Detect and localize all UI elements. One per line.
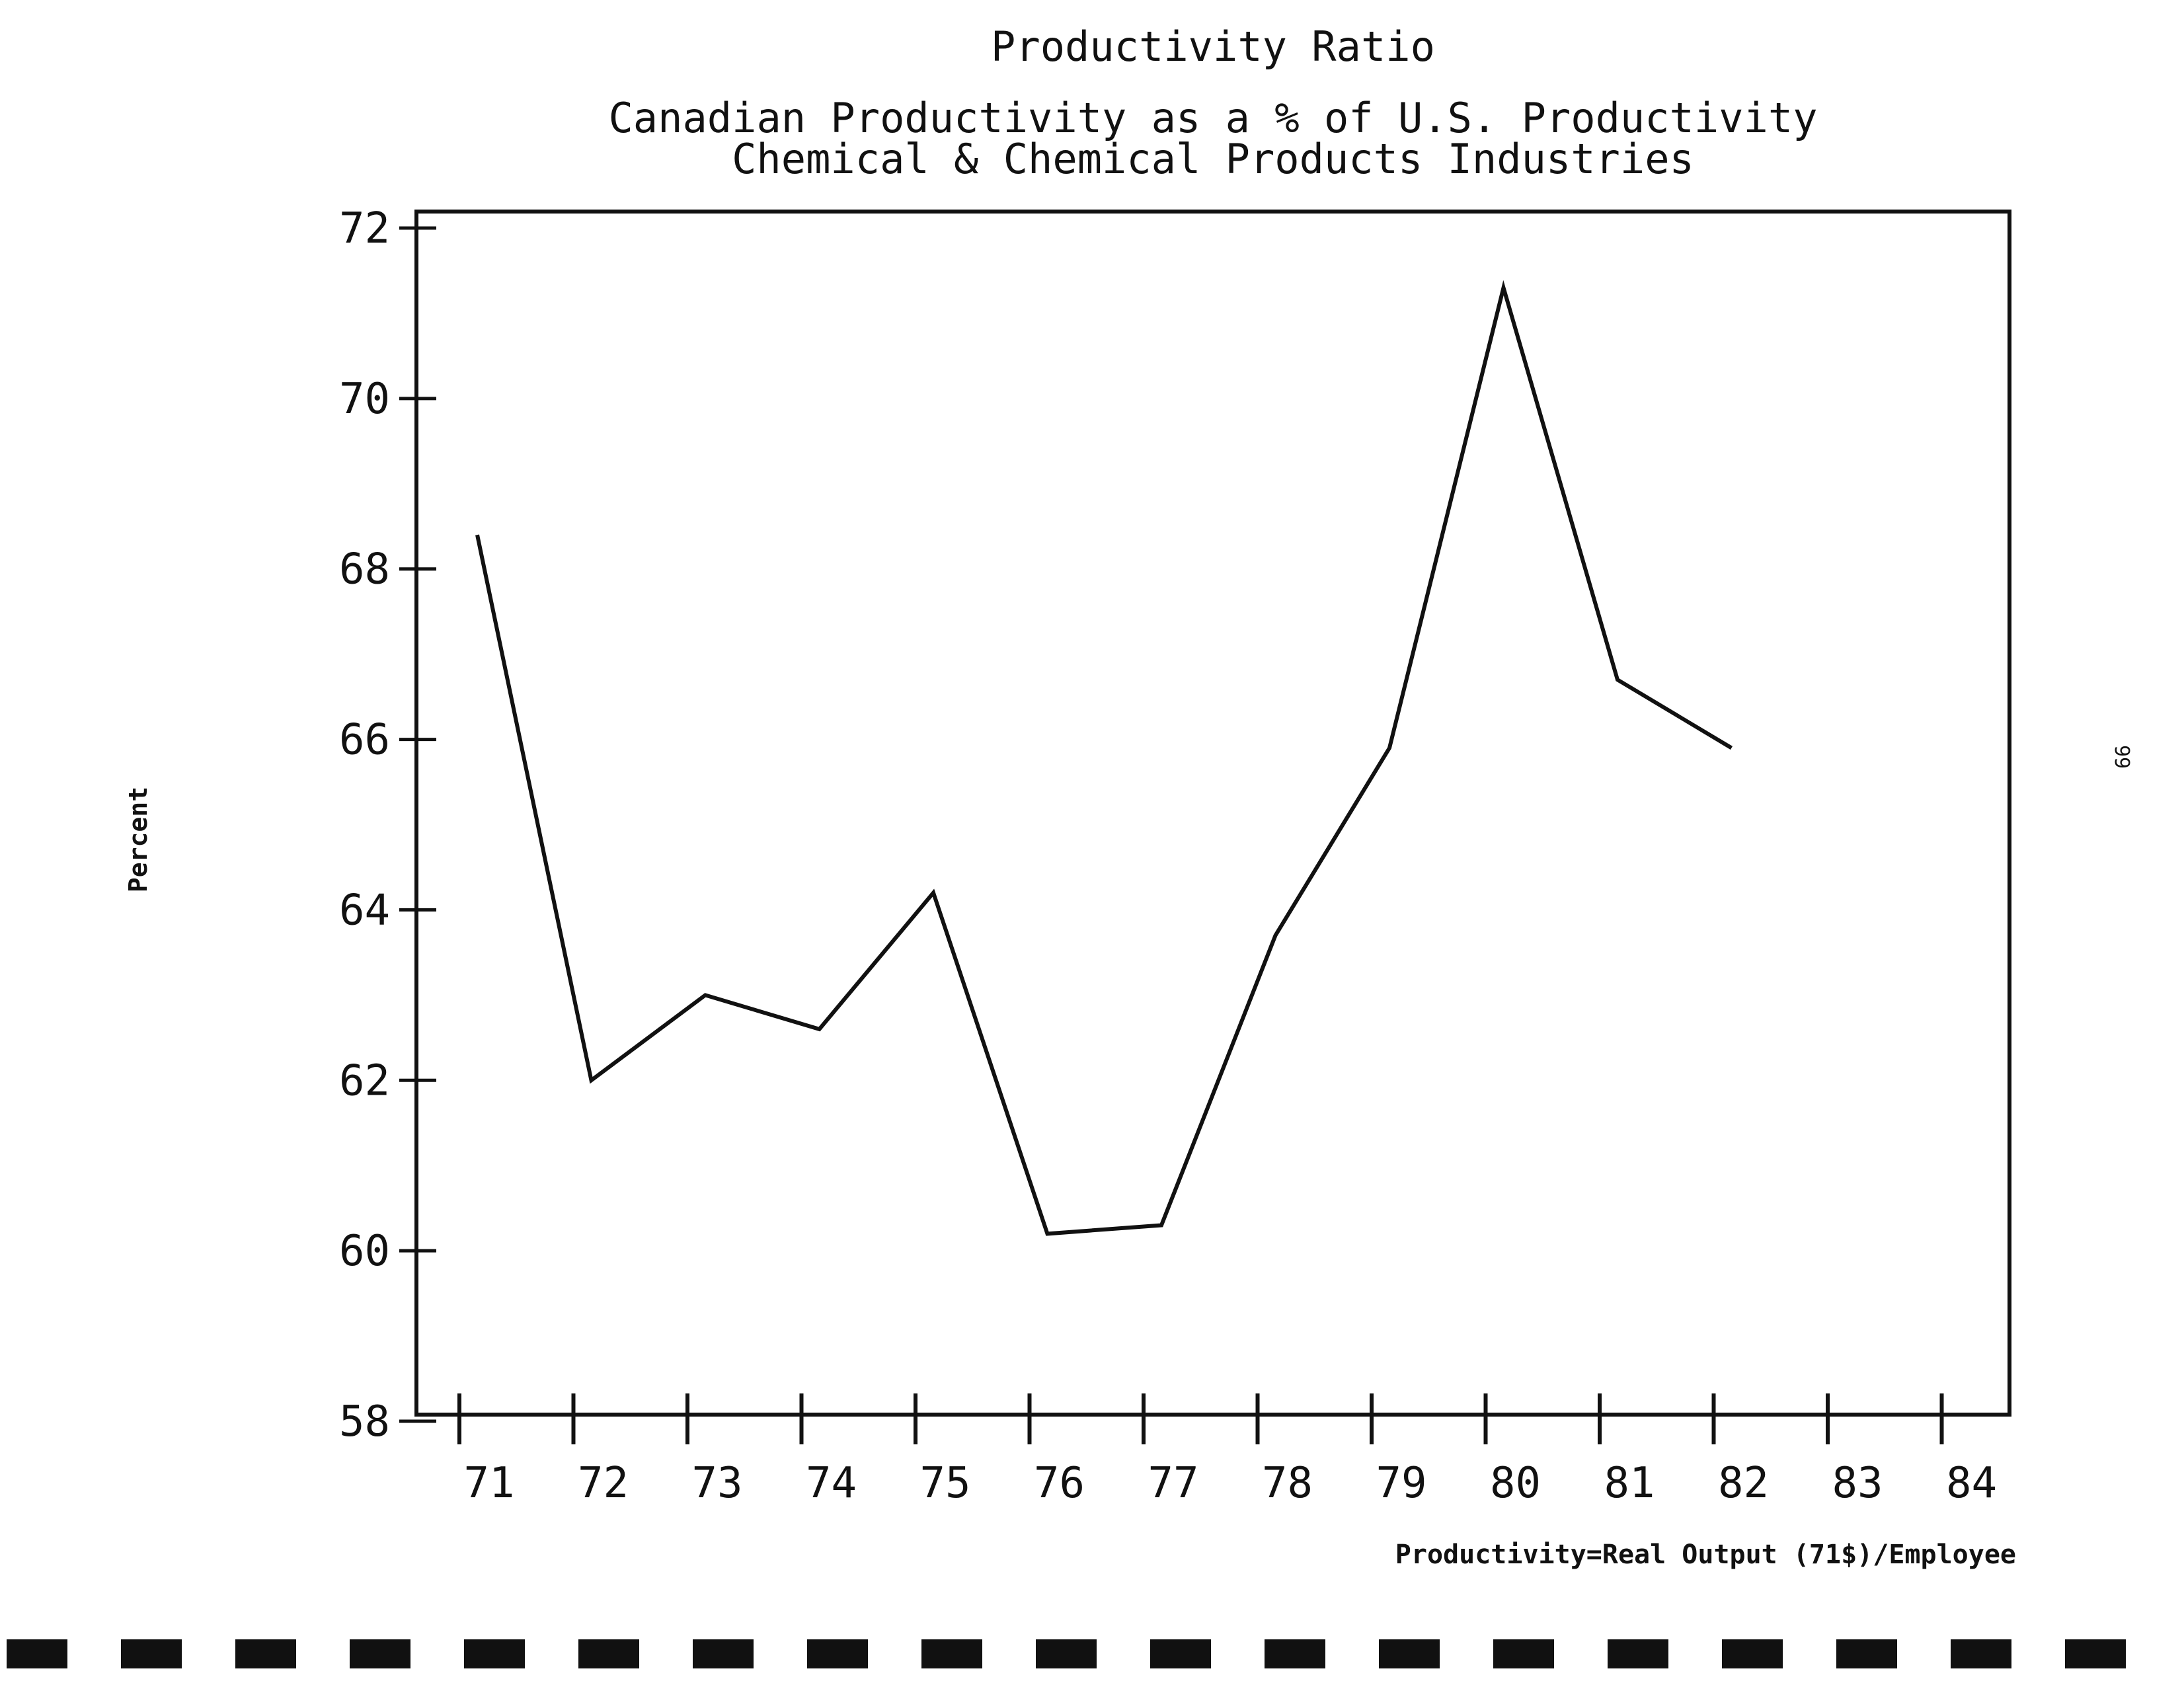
y-tick-label: 72	[339, 204, 390, 253]
border-dash	[1836, 1639, 1897, 1668]
y-tick-label: 60	[339, 1227, 390, 1276]
border-dash	[1036, 1639, 1097, 1668]
chart-title: Productivity Ratio Canadian Productivity …	[608, 22, 1817, 183]
border-dash	[1722, 1639, 1783, 1668]
border-dash	[464, 1639, 525, 1668]
x-tick-label: 80	[1490, 1459, 1541, 1508]
x-axis: 71 72 73 74 75 76 77 78 79 80 81 82 83 84	[457, 1393, 1997, 1508]
y-tick-label: 70	[339, 375, 390, 424]
x-tick-label: 83	[1832, 1459, 1883, 1508]
border-dash	[1379, 1639, 1440, 1668]
x-tick-label: 73	[691, 1459, 742, 1508]
border-dash	[1608, 1639, 1668, 1668]
y-tick-label: 62	[339, 1056, 390, 1105]
x-tick-label: 82	[1718, 1459, 1769, 1508]
bottom-dash-border	[7, 1639, 2126, 1668]
border-dash	[578, 1639, 639, 1668]
title-line-2: Canadian Productivity as a % of U.S. Pro…	[608, 94, 1817, 142]
border-dash	[1493, 1639, 1554, 1668]
border-dash	[7, 1639, 67, 1668]
y-tick-label: 68	[339, 545, 390, 594]
x-tick-label: 76	[1034, 1459, 1085, 1508]
x-tick-label: 79	[1376, 1459, 1426, 1508]
x-tick-label: 81	[1604, 1459, 1655, 1508]
border-dash	[121, 1639, 182, 1668]
y-tick-label: 58	[339, 1397, 390, 1446]
series-line	[475, 280, 1733, 1236]
title-line-1: Productivity Ratio	[991, 22, 1435, 71]
border-dash	[350, 1639, 410, 1668]
y-axis-label-group: Percent	[124, 787, 153, 892]
x-axis-note: Productivity=Real Output (71$)/Employee	[1395, 1540, 2016, 1570]
page-number: 99	[2110, 745, 2133, 769]
border-dash	[693, 1639, 754, 1668]
y-axis: 58 60 62 64 66 68 70 72	[339, 204, 436, 1446]
x-tick-label: 77	[1148, 1459, 1198, 1508]
border-dash	[235, 1639, 296, 1668]
x-tick-label: 75	[919, 1459, 970, 1508]
border-dash	[921, 1639, 982, 1668]
y-tick-label: 64	[339, 886, 390, 935]
plot-frame	[414, 210, 2011, 1417]
x-tick-label: 84	[1946, 1459, 1997, 1508]
border-dash	[807, 1639, 868, 1668]
y-axis-label: Percent	[124, 787, 153, 892]
border-dash	[1265, 1639, 1325, 1668]
x-tick-label: 71	[463, 1459, 514, 1508]
x-tick-label: 74	[806, 1459, 857, 1508]
border-dash	[1951, 1639, 2011, 1668]
border-dash	[1150, 1639, 1211, 1668]
border-dash	[2065, 1639, 2126, 1668]
title-line-3: Chemical & Chemical Products Industries	[732, 135, 1694, 183]
x-tick-label: 78	[1262, 1459, 1313, 1508]
x-tick-label: 72	[578, 1459, 629, 1508]
y-tick-label: 66	[339, 716, 390, 765]
